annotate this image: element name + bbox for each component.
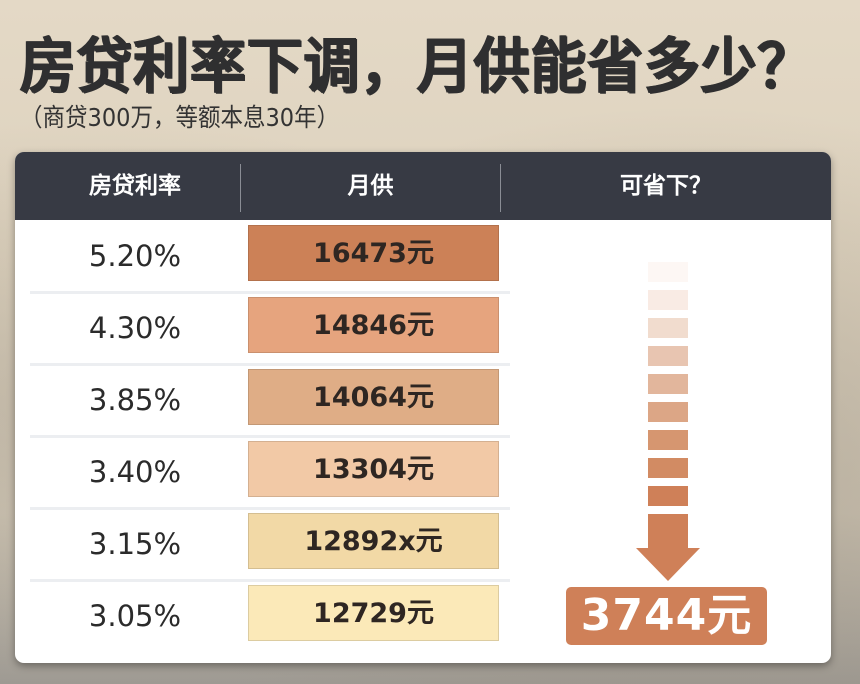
page-subtitle: （商贷300万，等额本息30年） bbox=[20, 103, 340, 132]
table-row: 5.20% 16473元 bbox=[15, 220, 510, 294]
column-header-savings: 可省下？ bbox=[620, 173, 712, 199]
rate-comparison-table: 房贷利率 月供 可省下？ 5.20% 16473元 4.30% 14846元 3… bbox=[15, 152, 831, 663]
column-header-rate: 房贷利率 bbox=[89, 173, 181, 199]
row-divider bbox=[30, 363, 510, 366]
payment-cell: 13304元 bbox=[248, 441, 499, 497]
savings-badge: 3744元 bbox=[566, 587, 767, 645]
column-divider bbox=[500, 164, 501, 212]
column-divider bbox=[240, 164, 241, 212]
row-divider bbox=[30, 291, 510, 294]
table-row: 3.05% 12729元 bbox=[15, 580, 510, 652]
row-divider bbox=[30, 579, 510, 582]
row-divider bbox=[30, 435, 510, 438]
arrow-head bbox=[636, 548, 700, 581]
rate-cell: 3.85% bbox=[88, 383, 182, 417]
payment-cell: 16473元 bbox=[248, 225, 499, 281]
table-row: 3.15% 12892x元 bbox=[15, 508, 510, 582]
table-row: 4.30% 14846元 bbox=[15, 292, 510, 366]
table-row: 3.85% 14064元 bbox=[15, 364, 510, 438]
payment-cell: 14846元 bbox=[248, 297, 499, 353]
rate-cell: 3.15% bbox=[88, 527, 182, 561]
payment-cell: 12892x元 bbox=[248, 513, 499, 569]
table-header: 房贷利率 月供 可省下？ bbox=[15, 152, 831, 220]
page-title: 房贷利率下调，月供能省多少？ bbox=[20, 32, 815, 102]
column-header-payment: 月供 bbox=[347, 173, 394, 199]
rate-cell: 3.40% bbox=[88, 455, 182, 489]
table-row: 3.40% 13304元 bbox=[15, 436, 510, 510]
rate-cell: 5.20% bbox=[88, 239, 182, 273]
payment-cell: 12729元 bbox=[248, 585, 499, 641]
row-divider bbox=[30, 507, 510, 510]
rate-cell: 4.30% bbox=[88, 311, 182, 345]
payment-cell: 14064元 bbox=[248, 369, 499, 425]
rate-cell: 3.05% bbox=[88, 599, 182, 633]
